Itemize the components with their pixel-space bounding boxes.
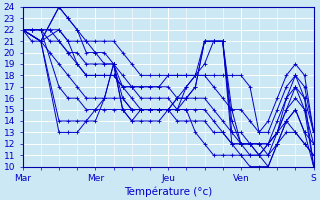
X-axis label: Température (°c): Température (°c) [124, 186, 212, 197]
